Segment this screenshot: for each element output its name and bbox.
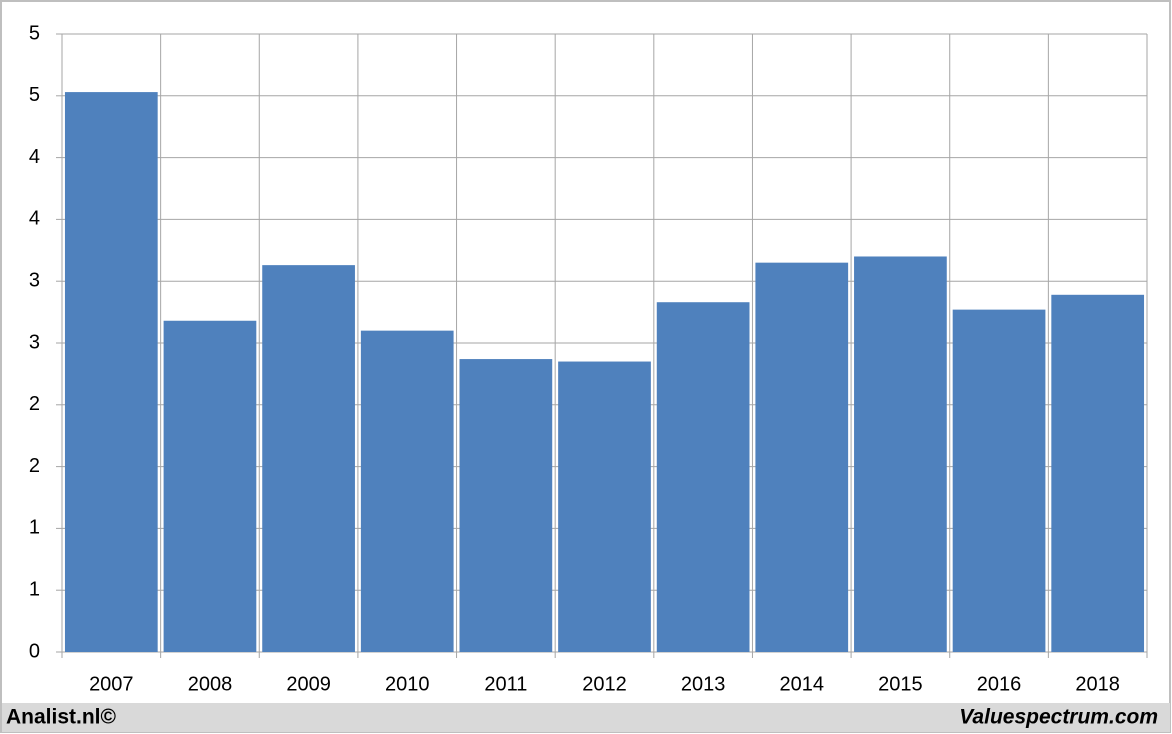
bar [1051,294,1145,652]
bar [262,265,355,652]
bar [558,361,651,652]
y-tick-label: 4 [29,208,40,230]
x-tick-label: 2016 [977,673,1022,695]
y-tick-label: 2 [29,393,40,415]
bar [656,302,750,652]
x-tick-label: 2014 [780,673,825,695]
y-tick-label: 0 [29,640,40,662]
y-tick-label: 5 [29,22,40,44]
x-tick-label: 2013 [681,673,726,695]
x-tick-label: 2011 [484,673,527,695]
bar [459,359,553,652]
bar [952,309,1046,652]
x-tick-label: 2010 [385,673,430,695]
bar [360,330,454,652]
x-tick-label: 2008 [188,673,233,695]
x-tick-label: 2009 [286,673,331,695]
bar [755,262,849,652]
y-tick-label: 4 [29,146,40,168]
credit-left: Analist.nl© [6,706,117,729]
y-tick-label: 5 [29,84,40,106]
y-tick-label: 3 [29,269,40,291]
y-tick-label: 2 [29,455,40,477]
footer-bar [2,703,1170,732]
y-tick-label: 1 [29,578,40,600]
bar [64,92,158,653]
x-tick-label: 2007 [89,673,134,695]
x-tick-label: 2012 [582,673,627,695]
y-tick-label: 1 [29,517,40,539]
x-tick-label: 2018 [1075,673,1120,695]
y-tick-label: 3 [29,331,40,353]
x-tick-label: 2015 [878,673,923,695]
credit-right: Valuespectrum.com [959,706,1158,729]
bar [163,320,257,652]
bar [854,256,947,652]
